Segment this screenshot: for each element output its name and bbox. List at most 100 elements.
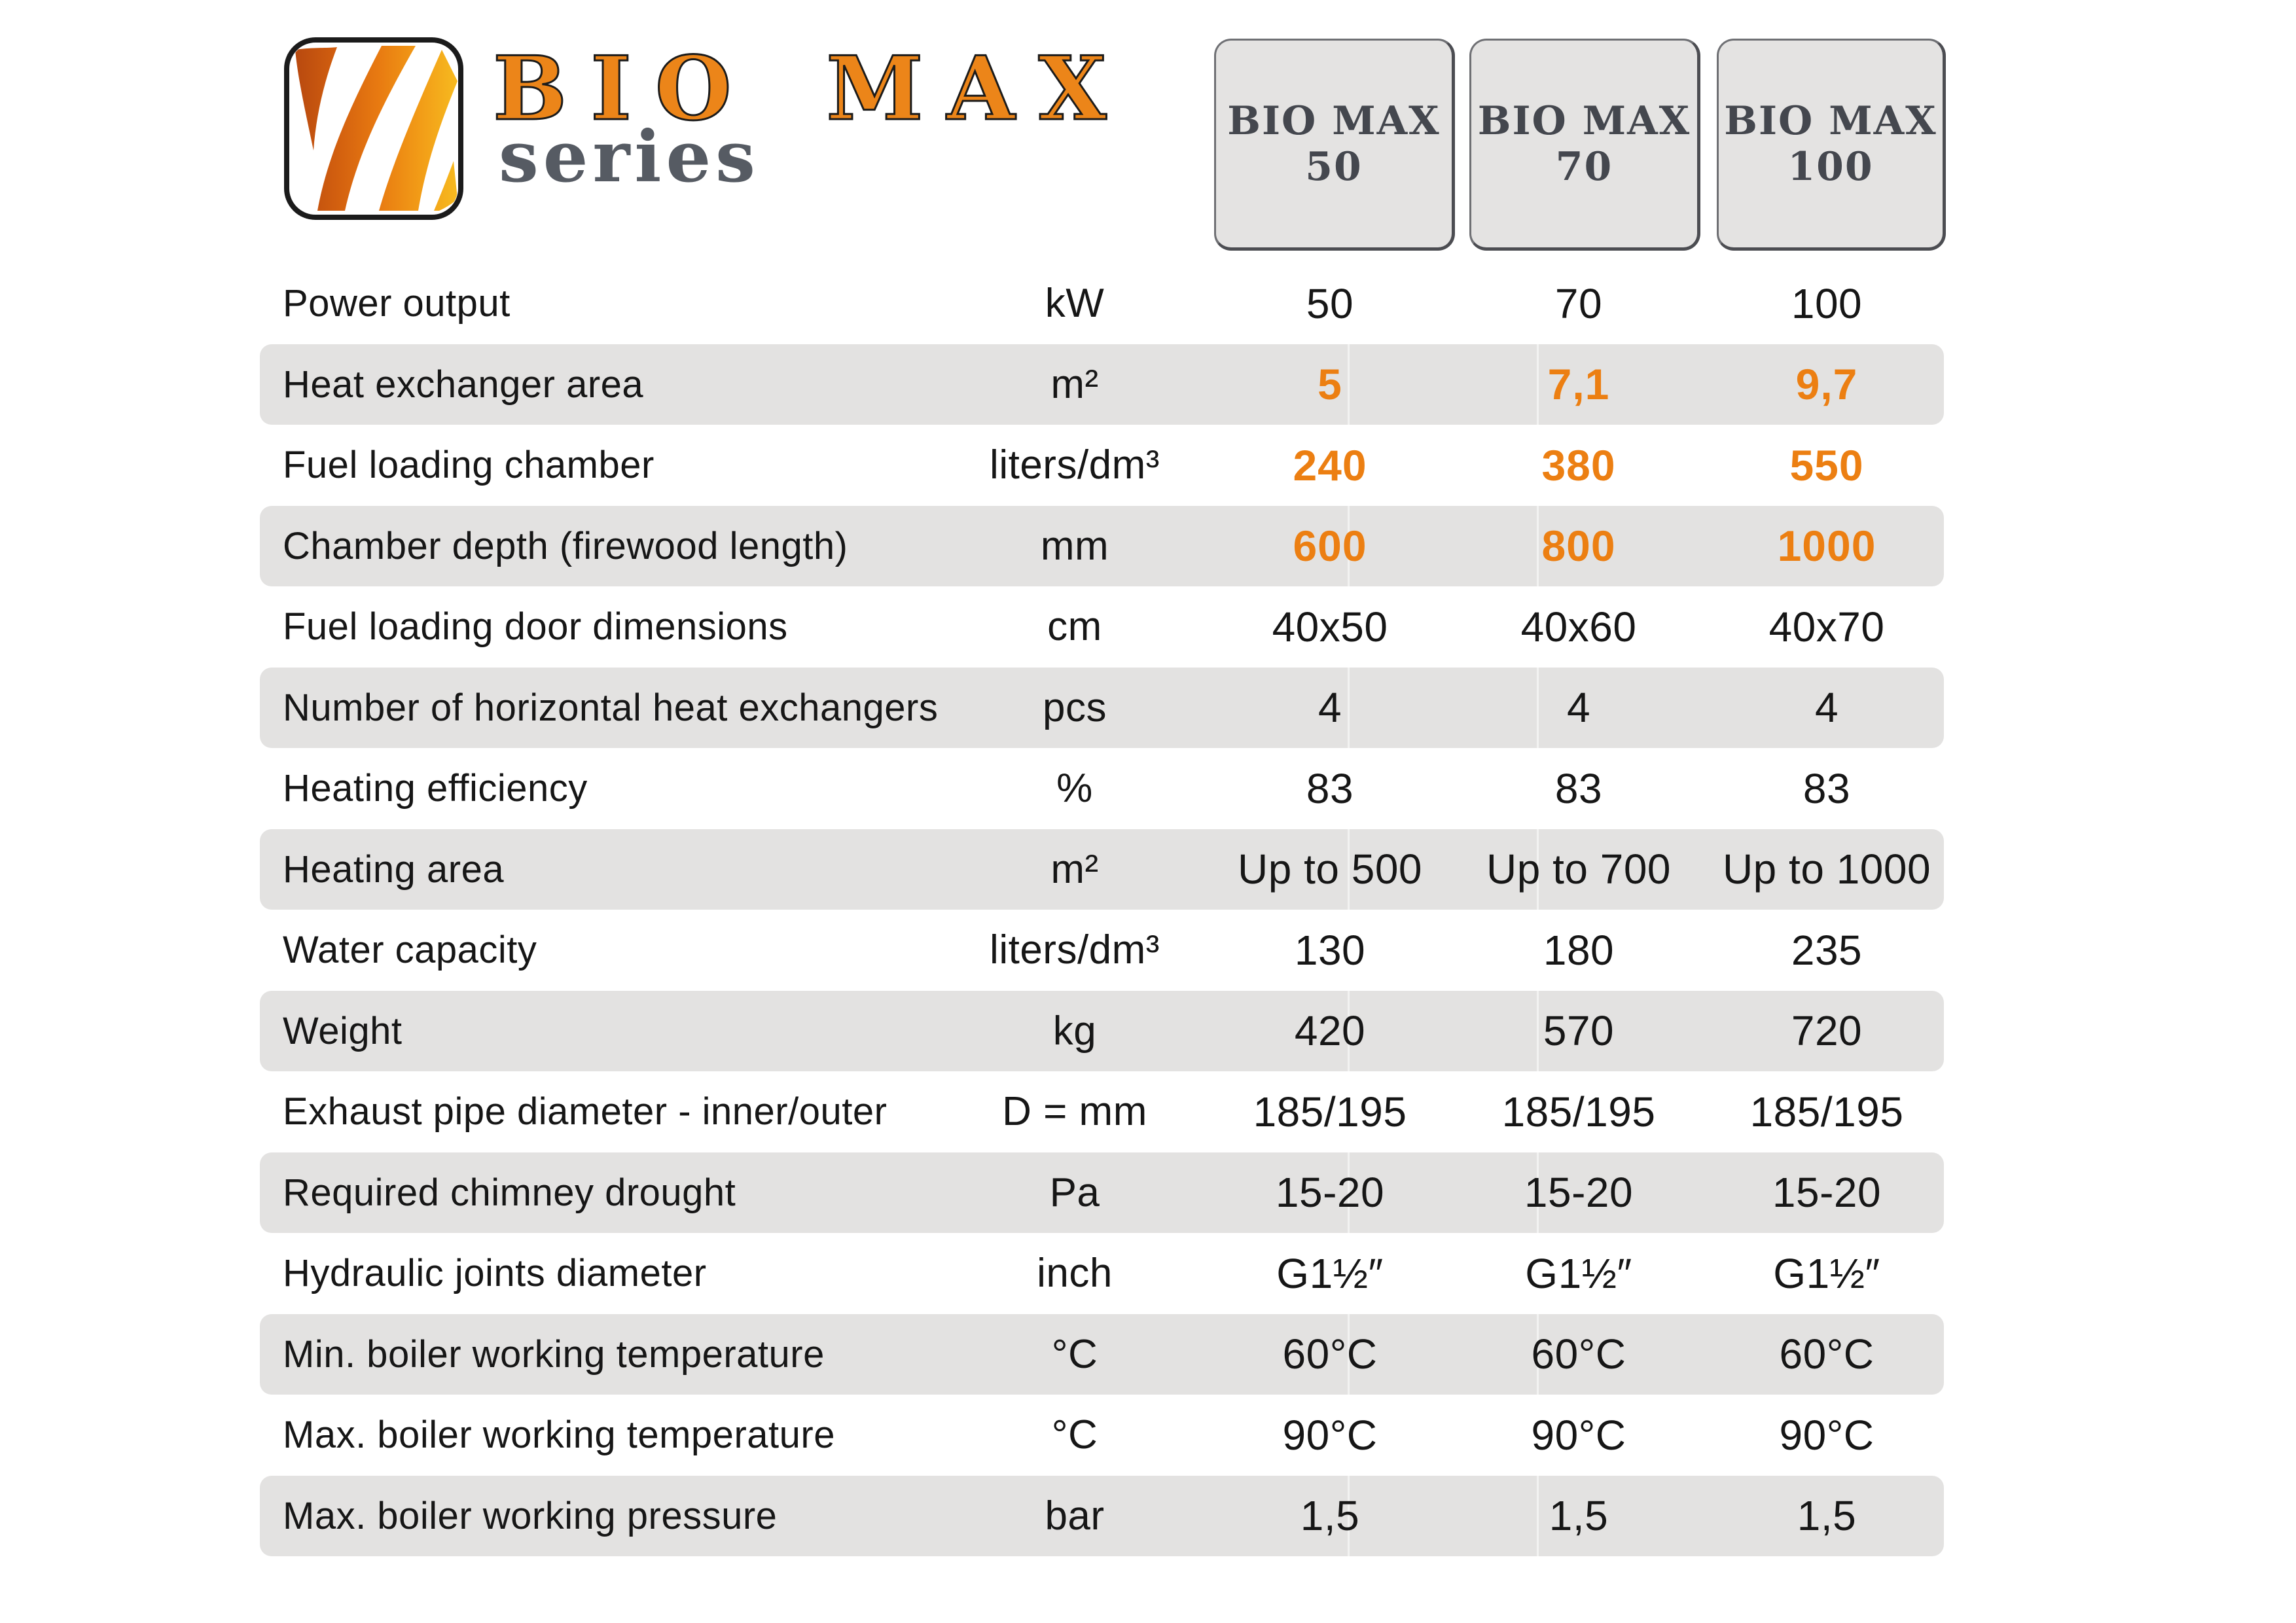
value-biomax-70: Up to 700 xyxy=(1486,846,1672,893)
table-row: Fuel loading chamber liters/dm³ 240 380 … xyxy=(260,425,1944,506)
card-model-name: BIO MAX xyxy=(1724,98,1937,144)
value-biomax-70: 1,5 xyxy=(1549,1492,1609,1540)
value-biomax-50: 1,5 xyxy=(1300,1492,1360,1540)
value-biomax-70: 380 xyxy=(1541,440,1616,490)
row-label: Weight xyxy=(283,1009,403,1052)
value-biomax-70: 185/195 xyxy=(1501,1088,1656,1135)
value-biomax-70: 60°C xyxy=(1531,1330,1626,1378)
value-biomax-50: 40x50 xyxy=(1272,603,1388,651)
value-biomax-70: 90°C xyxy=(1531,1411,1626,1459)
value-biomax-50: 4 xyxy=(1318,684,1342,732)
value-biomax-50: 60°C xyxy=(1282,1330,1378,1378)
row-label: Water capacity xyxy=(283,929,537,972)
row-unit: kg xyxy=(1052,1008,1097,1054)
value-biomax-70: 4 xyxy=(1566,684,1591,732)
table-row: Heating area m² Up to 500 Up to 700 Up t… xyxy=(260,829,1944,910)
biomax-flame-logo-icon xyxy=(283,37,464,221)
card-model-number: 100 xyxy=(1787,144,1874,190)
value-biomax-100: 60°C xyxy=(1779,1330,1874,1378)
column-header-biomax-70: BIO MAX 70 xyxy=(1469,39,1700,251)
table-row: Max. boiler working temperature °C 90°C … xyxy=(260,1395,1944,1476)
row-label: Exhaust pipe diameter - inner/outer xyxy=(283,1090,888,1133)
table-row: Required chimney drought Pa 15-20 15-20 … xyxy=(260,1152,1944,1233)
value-biomax-70: 570 xyxy=(1543,1007,1615,1055)
row-label: Number of horizontal heat exchangers xyxy=(283,686,939,729)
row-label: Fuel loading chamber xyxy=(283,444,655,487)
table-row: Power output kW 50 70 100 xyxy=(260,263,1944,344)
value-biomax-70: 83 xyxy=(1554,764,1603,812)
column-header-biomax-50: BIO MAX 50 xyxy=(1214,39,1455,251)
row-unit: bar xyxy=(1045,1493,1105,1539)
row-unit: mm xyxy=(1040,523,1109,569)
row-label: Heating efficiency xyxy=(283,767,588,810)
row-unit: m² xyxy=(1050,846,1099,892)
value-biomax-100: 550 xyxy=(1789,440,1864,490)
row-label: Max. boiler working pressure xyxy=(283,1494,778,1537)
value-biomax-70: 180 xyxy=(1543,926,1615,974)
value-biomax-100: 235 xyxy=(1791,926,1863,974)
value-biomax-70: G1½″ xyxy=(1525,1249,1632,1297)
row-label: Min. boiler working temperature xyxy=(283,1332,825,1376)
value-biomax-100: 1,5 xyxy=(1797,1492,1857,1540)
row-label: Heat exchanger area xyxy=(283,363,644,406)
table-row: Chamber depth (firewood length) mm 600 8… xyxy=(260,505,1944,586)
value-biomax-100: 100 xyxy=(1791,279,1863,327)
value-biomax-100: 40x70 xyxy=(1768,603,1885,651)
card-model-name: BIO MAX xyxy=(1477,98,1691,144)
value-biomax-100: 185/195 xyxy=(1749,1088,1904,1135)
row-unit: m² xyxy=(1050,361,1099,407)
value-biomax-70: 7,1 xyxy=(1547,360,1610,409)
value-biomax-70: 800 xyxy=(1541,522,1616,571)
row-unit: pcs xyxy=(1043,685,1107,730)
table-row: Min. boiler working temperature °C 60°C … xyxy=(260,1313,1944,1395)
row-unit: kW xyxy=(1045,281,1105,327)
row-unit: liters/dm³ xyxy=(990,442,1160,488)
value-biomax-100: G1½″ xyxy=(1773,1249,1880,1297)
value-biomax-50: 15-20 xyxy=(1275,1169,1385,1217)
value-biomax-50: 240 xyxy=(1293,440,1367,490)
row-label: Fuel loading door dimensions xyxy=(283,605,788,649)
value-biomax-50: 185/195 xyxy=(1253,1088,1407,1135)
value-biomax-70: 70 xyxy=(1554,279,1603,327)
row-unit: liters/dm³ xyxy=(990,927,1160,973)
value-biomax-100: 1000 xyxy=(1777,522,1876,571)
table-row: Hydraulic joints diameter inch G1½″ G1½″… xyxy=(260,1233,1944,1314)
row-label: Chamber depth (firewood length) xyxy=(283,524,848,567)
value-biomax-70: 15-20 xyxy=(1524,1169,1634,1217)
card-model-number: 70 xyxy=(1555,144,1613,190)
value-biomax-50: 5 xyxy=(1318,360,1342,409)
row-label: Max. boiler working temperature xyxy=(283,1414,835,1457)
brand-subtitle: series xyxy=(499,116,760,198)
spec-table: Power output kW 50 70 100 Heat exchanger… xyxy=(260,263,1944,1556)
value-biomax-50: 600 xyxy=(1293,522,1367,571)
column-header-biomax-100: BIO MAX 100 xyxy=(1717,39,1946,251)
value-biomax-50: 90°C xyxy=(1282,1411,1378,1459)
table-row: Weight kg 420 570 720 xyxy=(260,990,1944,1071)
value-biomax-70: 40x60 xyxy=(1520,603,1637,651)
table-row: Exhaust pipe diameter - inner/outer D = … xyxy=(260,1071,1944,1152)
flame-stripes-icon xyxy=(284,37,463,220)
value-biomax-50: G1½″ xyxy=(1276,1249,1384,1297)
row-unit: °C xyxy=(1051,1412,1098,1458)
row-unit: % xyxy=(1056,766,1093,812)
card-model-name: BIO MAX xyxy=(1227,98,1441,144)
value-biomax-50: 50 xyxy=(1306,279,1354,327)
row-unit: °C xyxy=(1051,1331,1098,1377)
row-unit: D = mm xyxy=(1002,1089,1147,1135)
value-biomax-100: 4 xyxy=(1814,684,1839,732)
card-model-number: 50 xyxy=(1305,144,1363,190)
brand-title: BIO MAX xyxy=(492,37,1130,140)
row-label: Power output xyxy=(283,282,511,325)
table-row: Number of horizontal heat exchangers pcs… xyxy=(260,667,1944,748)
value-biomax-100: 9,7 xyxy=(1795,360,1858,409)
value-biomax-100: 720 xyxy=(1791,1007,1863,1055)
row-unit: cm xyxy=(1047,604,1102,650)
table-row: Max. boiler working pressure bar 1,5 1,5… xyxy=(260,1475,1944,1556)
value-biomax-50: 130 xyxy=(1294,926,1366,974)
value-biomax-100: 83 xyxy=(1803,764,1851,812)
value-biomax-100: 15-20 xyxy=(1772,1169,1882,1217)
row-label: Hydraulic joints diameter xyxy=(283,1252,707,1295)
value-biomax-100: 90°C xyxy=(1779,1411,1874,1459)
value-biomax-50: Up to 500 xyxy=(1237,846,1423,893)
